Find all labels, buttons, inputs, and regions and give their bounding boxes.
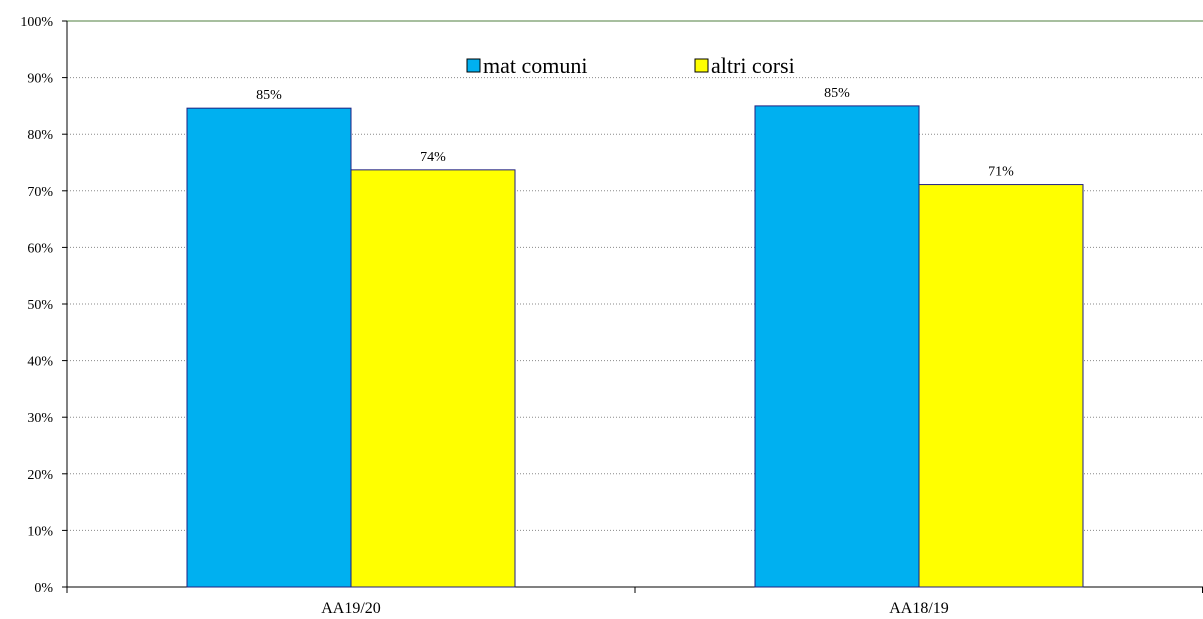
data-label: 85% (824, 86, 850, 101)
data-label: 71% (988, 165, 1014, 180)
y-tick-label: 60% (27, 241, 53, 256)
y-tick-label: 30% (27, 411, 53, 426)
legend-label-mat-comuni: mat comuni (483, 53, 587, 78)
legend-swatch-altri-corsi (694, 58, 709, 73)
y-tick-label: 20% (27, 468, 53, 483)
bar-mat-comuni-AA1920 (186, 107, 352, 588)
bar-altri-corsi-AA1920 (350, 169, 516, 588)
y-tick-label: 50% (27, 298, 53, 313)
y-tick-label: 0% (34, 581, 53, 596)
y-tick-label: 90% (27, 72, 53, 87)
y-tick-label: 80% (27, 128, 53, 143)
bar-altri-corsi-AA1819 (918, 184, 1084, 588)
bar-mat-comuni-AA1819 (754, 105, 920, 588)
y-tick-label: 70% (27, 185, 53, 200)
legend-swatch-mat-comuni (466, 58, 481, 73)
y-tick-label: 10% (27, 524, 53, 539)
y-tick-label: 100% (20, 15, 53, 30)
data-label: 85% (256, 88, 282, 103)
x-category-label: AA18/19 (889, 600, 949, 617)
x-category-label: AA19/20 (321, 600, 381, 617)
y-tick-label: 40% (27, 355, 53, 370)
legend-label-altri-corsi: altri corsi (711, 53, 795, 78)
data-label: 74% (420, 150, 446, 165)
